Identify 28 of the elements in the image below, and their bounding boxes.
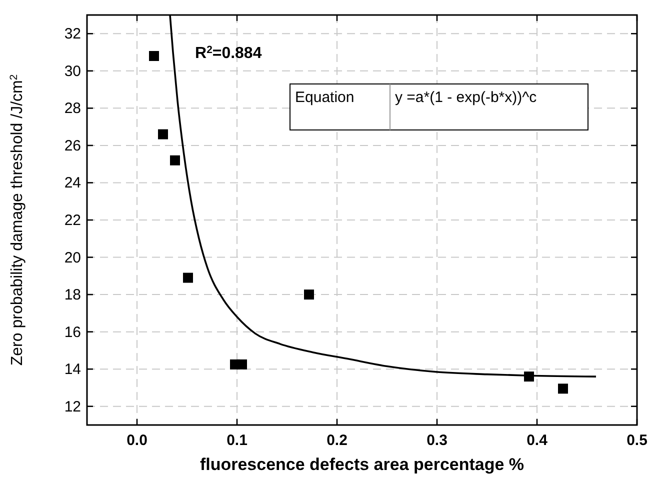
y-tick-label: 32 [64, 26, 81, 43]
point [183, 272, 193, 283]
point [149, 51, 159, 61]
x-tick-label: 0.1 [226, 432, 248, 449]
point [170, 155, 180, 166]
point [237, 359, 247, 370]
annotation: R$^{2}$=0.884 [195, 44, 262, 62]
x-tick-label: 0.5 [626, 432, 648, 449]
y-tick-label: 12 [64, 398, 81, 416]
annotation: y =a*(1 - exp(-b*x))^c [395, 88, 538, 106]
y-tick-label: 28 [64, 100, 81, 118]
y-tick-label: 22 [64, 212, 81, 229]
point [558, 384, 568, 394]
x-tick-label: 0.0 [126, 432, 148, 449]
x-tick-label: 0.4 [526, 432, 548, 449]
y-tick-label: 24 [64, 174, 81, 192]
y-tick-label: 14 [64, 361, 81, 378]
annotation: Equation [295, 88, 354, 106]
y-tick-label: 20 [64, 249, 81, 266]
point [158, 129, 168, 140]
x-tick-label: 0.2 [326, 432, 348, 449]
y-tick-label: 16 [64, 324, 81, 341]
y-tick-label: 26 [64, 137, 81, 154]
x-axis-title: fluorescence defects area percentage % [200, 455, 524, 474]
x-tick-label: 0.3 [426, 432, 448, 449]
point [304, 290, 314, 300]
y-tick-label: 30 [64, 62, 81, 80]
y-tick-label: 18 [64, 286, 81, 304]
